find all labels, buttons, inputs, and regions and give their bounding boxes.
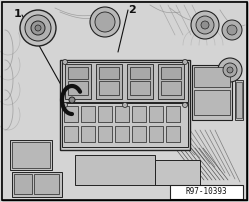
Circle shape xyxy=(25,15,51,41)
Bar xyxy=(12,172,62,197)
Bar xyxy=(115,106,129,122)
Bar xyxy=(12,142,50,168)
Circle shape xyxy=(223,63,237,77)
Circle shape xyxy=(69,97,75,103)
Circle shape xyxy=(35,25,41,31)
Bar xyxy=(68,81,88,95)
Circle shape xyxy=(62,102,67,107)
Bar xyxy=(166,106,180,122)
Circle shape xyxy=(31,21,45,35)
Circle shape xyxy=(62,60,67,64)
Bar xyxy=(81,106,95,122)
Circle shape xyxy=(20,10,56,46)
Circle shape xyxy=(222,20,242,40)
Bar xyxy=(194,90,230,115)
Circle shape xyxy=(90,7,120,37)
Bar xyxy=(10,140,52,170)
Circle shape xyxy=(201,21,209,29)
Circle shape xyxy=(227,25,237,35)
Circle shape xyxy=(123,102,127,107)
Circle shape xyxy=(196,16,214,34)
Bar xyxy=(161,67,181,79)
Bar xyxy=(34,174,59,194)
Circle shape xyxy=(191,11,219,39)
Circle shape xyxy=(183,102,187,107)
Bar xyxy=(98,126,112,142)
Bar xyxy=(65,64,91,99)
Bar xyxy=(127,64,153,99)
Bar xyxy=(98,106,112,122)
Bar xyxy=(62,62,188,102)
Bar xyxy=(96,64,122,99)
Bar xyxy=(170,185,243,199)
Circle shape xyxy=(95,12,115,32)
Bar xyxy=(132,106,146,122)
Bar xyxy=(192,65,232,120)
Bar xyxy=(64,106,78,122)
Bar xyxy=(161,81,181,95)
Circle shape xyxy=(218,58,242,82)
Bar xyxy=(62,103,188,147)
Text: 2: 2 xyxy=(128,5,136,15)
Bar xyxy=(194,67,230,87)
Bar xyxy=(99,81,119,95)
Bar xyxy=(14,174,32,194)
Bar xyxy=(130,81,150,95)
Bar xyxy=(81,126,95,142)
Bar xyxy=(235,80,243,120)
Circle shape xyxy=(183,60,187,64)
Bar xyxy=(149,106,163,122)
Bar xyxy=(60,60,190,150)
Bar xyxy=(68,67,88,79)
Text: R97-10393: R97-10393 xyxy=(185,187,227,197)
Bar xyxy=(132,126,146,142)
Bar xyxy=(149,126,163,142)
Circle shape xyxy=(227,67,233,73)
Text: 1: 1 xyxy=(14,9,22,19)
Bar xyxy=(236,82,242,118)
Bar xyxy=(130,67,150,79)
Bar xyxy=(166,126,180,142)
Bar xyxy=(75,155,155,185)
Bar xyxy=(64,126,78,142)
Bar xyxy=(155,160,200,185)
Bar xyxy=(99,67,119,79)
Bar xyxy=(158,64,184,99)
Bar xyxy=(115,126,129,142)
